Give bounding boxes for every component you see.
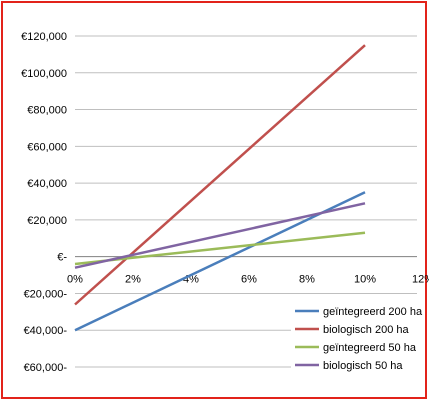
legend-background <box>291 303 423 379</box>
y-tick-label: €100,000 <box>21 68 67 80</box>
series-line <box>74 44 366 306</box>
y-tick-label: €60,000 <box>27 141 67 153</box>
legend-label: biologisch 50 ha <box>323 360 403 372</box>
x-tick-label: 12% <box>412 274 429 286</box>
y-tick-label: €120,000 <box>21 31 67 43</box>
legend-label: geïntegreerd 50 ha <box>323 342 417 354</box>
y-axis-labels: €120,000 €100,000 €80,000 €60,000 €40,000 €20… <box>21 31 67 374</box>
line-chart: €120,000 €100,000 €80,000 €60,000 €40,000 €20… <box>21 31 429 379</box>
legend-label: geïntegreerd 200 ha <box>323 306 423 318</box>
y-tick-label: €40,000- <box>24 325 68 337</box>
legend: geïntegreerd 200 ha biologisch 200 ha geïn… <box>291 303 423 379</box>
x-tick-label: 10% <box>354 274 376 286</box>
y-tick-label: €- <box>57 252 67 264</box>
y-tick-label: €40,000 <box>27 178 67 190</box>
x-tick-label: 8% <box>299 274 315 286</box>
y-tick-label: €80,000 <box>27 105 67 117</box>
x-tick-label: 0% <box>67 274 83 286</box>
y-tick-label: €20,000 <box>27 215 67 227</box>
series-line <box>74 231 366 266</box>
series-lines <box>74 44 366 332</box>
legend-label: biologisch 200 ha <box>323 324 410 336</box>
x-tick-label: 6% <box>241 274 257 286</box>
y-tick-label: €20,000- <box>24 288 68 300</box>
x-tick-label: 2% <box>125 274 141 286</box>
gridlines <box>75 35 417 368</box>
y-tick-label: €60,000- <box>24 362 68 374</box>
x-axis-labels: 0%2%4%6%8%10%12% <box>67 274 429 286</box>
series-line <box>74 202 366 269</box>
